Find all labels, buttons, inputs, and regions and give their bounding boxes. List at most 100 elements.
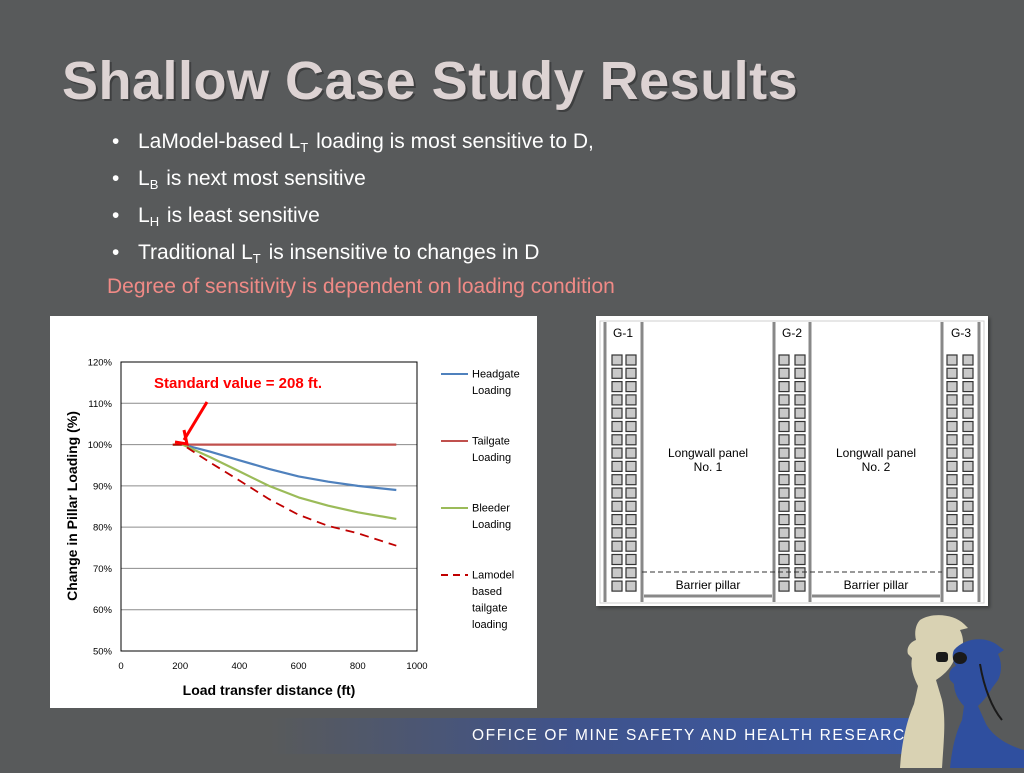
chain-pillar bbox=[946, 487, 958, 499]
chain-pillar bbox=[625, 527, 637, 539]
chain-pillar bbox=[611, 460, 623, 472]
bullet-item: LH is least sensitive bbox=[112, 202, 594, 239]
panel-1-label-line1: Longwall panel bbox=[668, 446, 748, 460]
chain-pillar bbox=[611, 380, 623, 393]
bullet-item: Traditional LT is insensitive to changes… bbox=[112, 239, 594, 276]
chain-pillar bbox=[625, 500, 637, 512]
panel-2-label-line1: Longwall panel bbox=[836, 446, 916, 460]
chain-pillar bbox=[946, 474, 958, 486]
loading-chart: 50% 60% 70% 80% 90% 100% 110% 120% 0 200 400 600 80… bbox=[64, 358, 520, 699]
gate-label-g2: G-2 bbox=[782, 326, 802, 340]
chain-pillar bbox=[611, 487, 623, 499]
legend-label: Loading bbox=[472, 452, 511, 464]
legend-label: Loading bbox=[472, 519, 511, 531]
chain-pillar bbox=[778, 367, 790, 379]
chain-pillar bbox=[794, 407, 806, 419]
y-tick-label: 80% bbox=[93, 523, 113, 534]
bullet-list: LaModel-based LT loading is most sensiti… bbox=[112, 128, 594, 276]
chain-pillar bbox=[794, 447, 806, 459]
x-tick-label: 200 bbox=[172, 661, 188, 672]
chain-pillar bbox=[611, 420, 623, 433]
headlamp-strap bbox=[936, 652, 948, 662]
chain-pillar bbox=[794, 354, 806, 366]
chain-pillar bbox=[794, 367, 806, 379]
chain-pillar bbox=[794, 540, 806, 552]
chain-pillar bbox=[946, 500, 958, 512]
chain-pillar bbox=[625, 447, 637, 459]
chain-pillar bbox=[611, 540, 623, 552]
slide-title: Shallow Case Study Results bbox=[62, 51, 799, 111]
series-line-headgate-loading bbox=[172, 443, 397, 492]
chain-pillar bbox=[946, 553, 958, 566]
chain-pillar bbox=[778, 553, 790, 566]
chain-pillar bbox=[778, 527, 790, 539]
chain-pillar bbox=[946, 434, 958, 446]
chain-pillar bbox=[778, 567, 790, 579]
chain-pillar bbox=[611, 527, 623, 539]
chain-pillar bbox=[962, 420, 974, 433]
chain-pillar bbox=[778, 354, 790, 366]
chain-pillar bbox=[778, 474, 790, 486]
panel-1-label-line2: No. 1 bbox=[694, 460, 723, 474]
chain-pillar bbox=[794, 567, 806, 579]
chain-pillar bbox=[794, 580, 806, 592]
chain-pillar bbox=[611, 514, 623, 526]
chain-pillar bbox=[625, 354, 637, 366]
chain-pillar bbox=[794, 420, 806, 433]
x-tick-labels: 0 200 400 600 800 1000 bbox=[118, 661, 427, 672]
chain-pillar bbox=[962, 580, 974, 592]
legend-label: Lamodel bbox=[472, 570, 514, 582]
chain-pillar bbox=[962, 527, 974, 539]
chain-pillar bbox=[625, 380, 637, 393]
chain-pillar bbox=[778, 407, 790, 419]
chain-pillar bbox=[794, 474, 806, 486]
chain-pillar bbox=[625, 580, 637, 592]
legend-label: Bleeder bbox=[472, 503, 510, 515]
y-tick-label: 60% bbox=[93, 605, 113, 616]
chain-pillar bbox=[778, 500, 790, 512]
chart-x-axis-label: Load transfer distance (ft) bbox=[183, 682, 356, 698]
y-tick-label: 50% bbox=[93, 647, 113, 658]
legend-label: tailgate bbox=[472, 603, 507, 615]
chain-pillar bbox=[946, 380, 958, 393]
chain-pillar bbox=[962, 514, 974, 526]
legend-label: Loading bbox=[472, 385, 511, 397]
annotation-arrow bbox=[182, 401, 209, 441]
bullet-item: LaModel-based LT loading is most sensiti… bbox=[112, 128, 594, 165]
chain-pillar bbox=[946, 460, 958, 472]
chain-pillar bbox=[962, 354, 974, 366]
plot-area-frame bbox=[120, 361, 418, 652]
panel-2-label-line2: No. 2 bbox=[862, 460, 891, 474]
legend-label: Tailgate bbox=[472, 436, 510, 448]
bullet-item: LB is next most sensitive bbox=[112, 165, 594, 202]
chain-pillar bbox=[962, 367, 974, 379]
chain-pillar bbox=[794, 514, 806, 526]
chain-pillar bbox=[778, 540, 790, 552]
chain-pillar bbox=[611, 474, 623, 486]
chain-pillar bbox=[962, 487, 974, 499]
standard-value-annotation: Standard value = 208 ft. bbox=[154, 375, 322, 392]
chain-pillar bbox=[625, 553, 637, 566]
chain-pillar bbox=[962, 500, 974, 512]
legend-label: loading bbox=[472, 619, 507, 631]
chain-pillar bbox=[946, 580, 958, 592]
chain-pillar bbox=[778, 580, 790, 592]
barrier-pillar-2-label: Barrier pillar bbox=[844, 578, 909, 592]
chain-pillar bbox=[794, 460, 806, 472]
loading-chart-panel: 50% 60% 70% 80% 90% 100% 110% 120% 0 200 400 600 80… bbox=[50, 316, 537, 708]
footer-band bbox=[270, 718, 930, 754]
chain-pillar bbox=[962, 474, 974, 486]
chain-pillar bbox=[778, 460, 790, 472]
y-tick-label: 120% bbox=[88, 358, 113, 369]
x-tick-label: 1000 bbox=[406, 661, 427, 672]
longwall-layout-diagram: G-1 G-2 G-3 Longwall panel No. 1 Longwal… bbox=[596, 316, 988, 606]
chain-pillar bbox=[962, 434, 974, 446]
x-tick-label: 0 bbox=[118, 661, 123, 672]
chain-pillar bbox=[611, 500, 623, 512]
chain-pillar bbox=[778, 380, 790, 393]
chain-pillar bbox=[611, 407, 623, 419]
miner-logo-icon bbox=[900, 615, 1024, 768]
chain-pillar bbox=[778, 447, 790, 459]
chain-pillar bbox=[794, 434, 806, 446]
